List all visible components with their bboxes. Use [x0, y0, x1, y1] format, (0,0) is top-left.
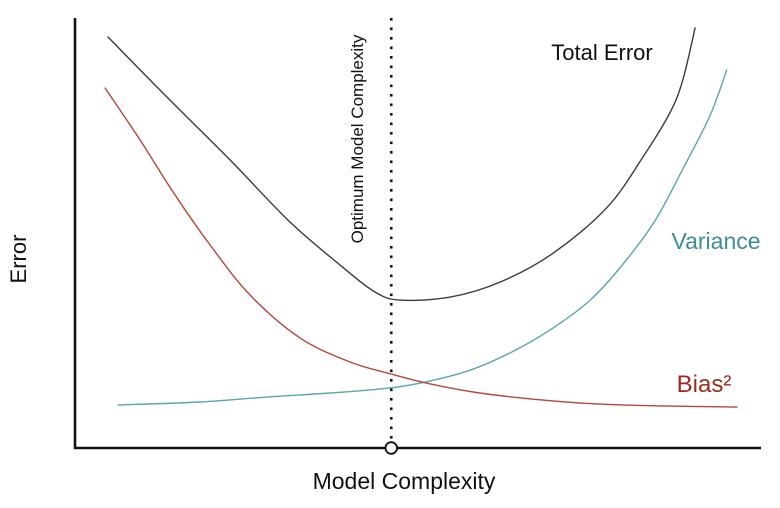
y-axis-title: Error [6, 235, 31, 284]
x-axis-title: Model Complexity [313, 468, 496, 494]
optimum-model-complexity-label: Optimum Model Complexity [348, 34, 367, 243]
optimum-point-marker [384, 441, 398, 455]
total-error-curve [107, 27, 696, 302]
bias-squared-curve [104, 87, 738, 408]
total-error-label: Total Error [551, 40, 652, 65]
variance-curve [117, 69, 728, 406]
bias-squared-label: Bias² [677, 371, 732, 398]
variance-label: Variance [671, 228, 760, 254]
